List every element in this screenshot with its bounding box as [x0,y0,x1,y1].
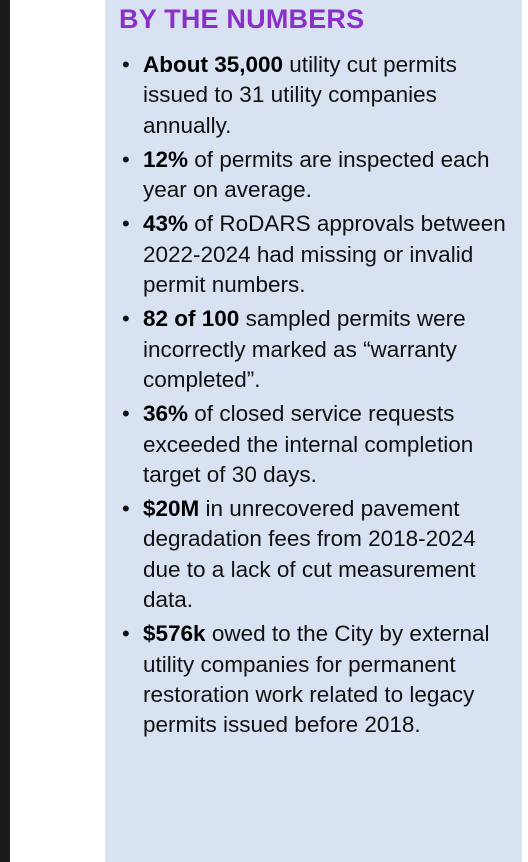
stat-value: $576k [143,621,206,647]
list-item: • 36% of closed service requests exceeded… [119,399,517,490]
bullet-icon: • [122,621,130,647]
left-edge-bar [0,0,10,862]
list-item: • About 35,000 utility cut permits issued… [119,50,517,141]
list-item: • $20M in unrecovered pavement degradatio… [119,494,517,615]
bullet-icon: • [122,306,130,332]
list-item: • 12% of permits are inspected each year … [119,145,517,206]
list-item: • 82 of 100 sampled permits were incorrec… [119,304,517,395]
stat-description: of closed service requests exceeded the … [143,401,474,487]
stat-description: sampled permits were incorrectly marked … [143,306,466,392]
section-heading: BY THE NUMBERS [119,4,365,34]
stat-description: owed to the City by external utility com… [143,621,490,738]
stat-value: 36% [143,401,189,427]
stat-value: $20M [143,496,200,522]
list-item: • $576k owed to the City by external util… [119,619,517,740]
stat-description: in unrecovered pavement degradation fees… [143,496,476,613]
sidebar-panel [105,0,522,862]
bullet-icon: • [122,146,130,172]
bullet-icon: • [122,496,130,522]
list-item: • 43% of RoDARS approvals between 2022-20… [119,209,517,300]
stat-value: 82 of 100 [143,306,240,332]
statistics-list: • About 35,000 utility cut permits issued… [119,50,517,745]
stat-description: utility cut permits issued to 31 utility… [143,52,457,138]
bullet-icon: • [122,211,130,237]
bullet-icon: • [122,401,130,427]
bullet-icon: • [122,52,130,77]
stat-description: of permits are inspected each year on av… [143,146,490,203]
stat-value: 43% [143,211,189,237]
stat-value: 12% [143,146,189,172]
stat-value: About 35,000 [143,52,284,77]
stat-description: of RoDARS approvals between 2022-2024 ha… [143,211,506,298]
